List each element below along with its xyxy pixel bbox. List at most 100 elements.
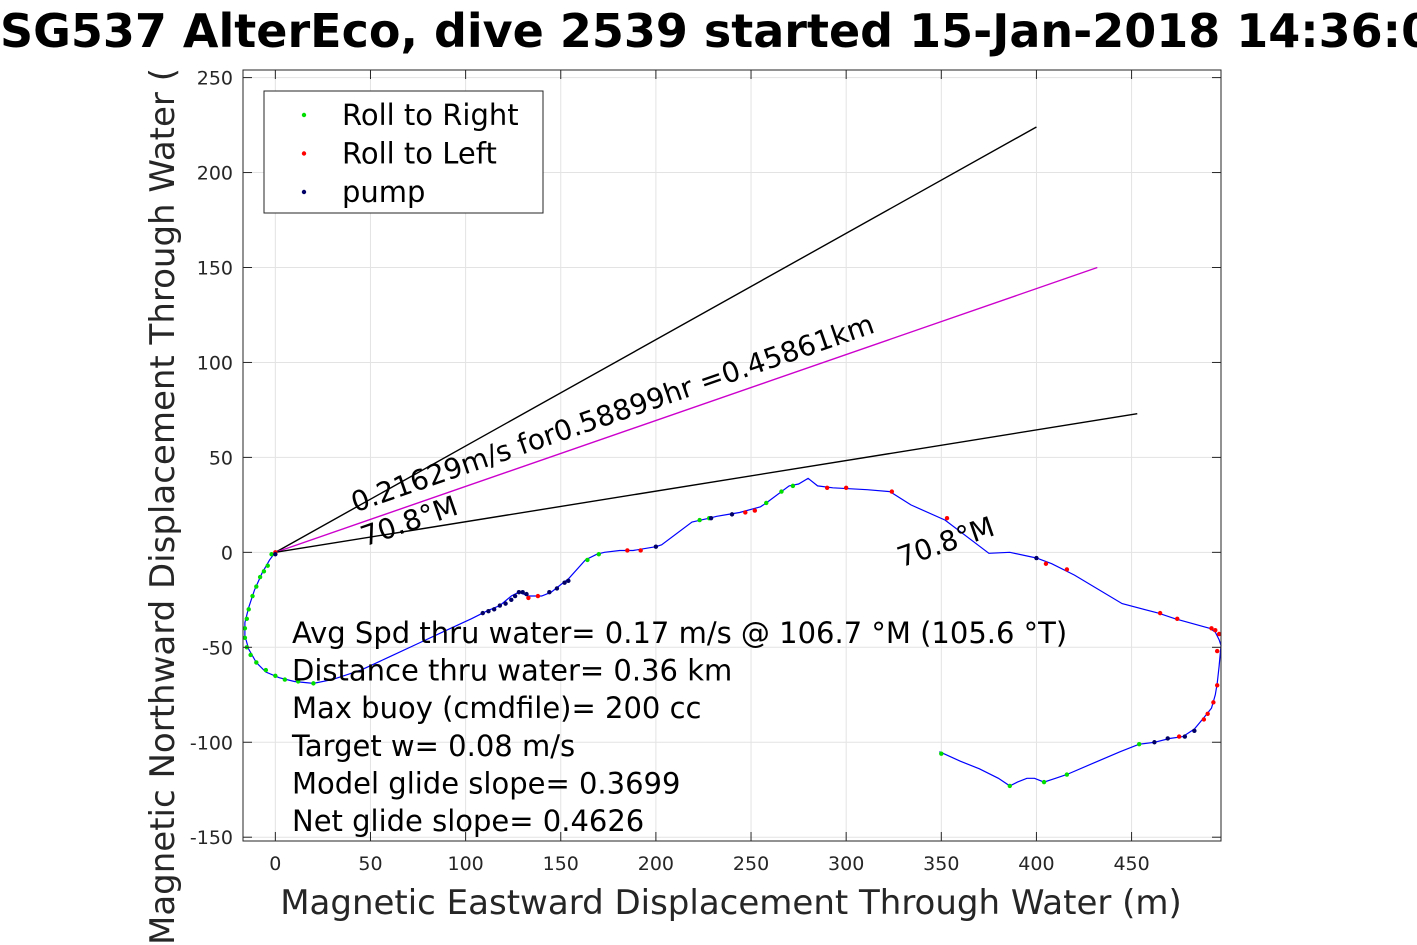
pump-point (491, 607, 497, 612)
roll-right-point (1041, 779, 1047, 785)
roll-left-point (1043, 561, 1049, 566)
roll-right-point (257, 574, 263, 580)
y-tick-label: 150 (197, 257, 233, 279)
roll-right-point (273, 673, 278, 678)
x-tick-label: 100 (447, 853, 483, 875)
roll-left-point (1214, 683, 1220, 688)
roll-left-point (1175, 616, 1180, 622)
roll-right-point (263, 667, 269, 673)
stat-line: Model glide slope= 0.3699 (292, 766, 680, 800)
roll-right-point (250, 593, 255, 599)
roll-right-point (311, 681, 316, 686)
x-tick-label: 150 (543, 853, 579, 875)
legend-label: Roll to Right (342, 98, 519, 132)
track-markers (242, 483, 1222, 789)
roll-right-point (1007, 783, 1012, 789)
roll-left-point (1157, 610, 1163, 616)
roll-right-point (1136, 741, 1142, 747)
y-tick-label: 0 (221, 542, 233, 564)
legend-marker (301, 189, 307, 195)
stat-line: Avg Spd thru water= 0.17 m/s @ 106.7 °M … (292, 616, 1067, 650)
roll-right-point (596, 552, 602, 557)
legend-label: pump (342, 175, 425, 209)
roll-left-point (1064, 567, 1070, 572)
x-tick-label: 400 (1018, 853, 1054, 875)
roll-right-point (764, 500, 769, 506)
roll-right-point (295, 679, 301, 684)
reference-lines (275, 126, 1138, 554)
roll-right-point (269, 552, 274, 557)
x-tick-label: 300 (828, 853, 864, 875)
heading-reference-line (275, 126, 1037, 553)
y-tick-label: -50 (202, 637, 233, 659)
y-tick-label: 100 (197, 352, 233, 374)
pump-point (562, 580, 567, 585)
roll-left-point (1214, 648, 1220, 654)
pump-point (512, 593, 518, 599)
annotation-text: 0.21629m/s for0.58899hr =0.45861km (347, 308, 879, 520)
pump-point (653, 544, 659, 549)
pump-point (480, 610, 485, 616)
roll-right-point (779, 489, 784, 494)
pump-point (566, 578, 571, 584)
pump-point (547, 590, 552, 595)
roll-right-point (254, 660, 259, 665)
x-tick-label: 450 (1113, 853, 1149, 875)
roll-right-point (242, 635, 248, 641)
roll-left-point (625, 548, 630, 553)
pump-point (554, 586, 560, 591)
pump-point (1165, 736, 1170, 741)
roll-right-point (585, 557, 590, 563)
pump-point (520, 590, 525, 595)
pump-point (486, 609, 491, 614)
stat-line: Target w= 0.08 m/s (291, 729, 575, 763)
heading-reference-line (275, 413, 1138, 554)
roll-left-point (1209, 626, 1214, 631)
stat-line: Distance thru water= 0.36 km (292, 654, 732, 688)
roll-right-point (790, 483, 796, 489)
roll-left-point (535, 593, 541, 599)
axis-ticks: 0 50 100 150 200 250 300 350 400 450 -150 -100 -50 0 5… (190, 68, 1221, 875)
roll-right-point (265, 563, 270, 568)
pump-point (524, 591, 529, 597)
roll-left-point (752, 508, 758, 513)
roll-left-point (1216, 631, 1222, 637)
roll-right-point (282, 677, 288, 682)
legend-label: Roll to Left (342, 137, 497, 171)
roll-right-point (242, 626, 248, 631)
plot-frame (242, 69, 1222, 842)
stat-line: Max buoy (cmdfile)= 200 cc (292, 691, 701, 725)
y-tick-label: 250 (197, 68, 233, 90)
pump-point (1152, 740, 1157, 745)
roll-left-point (843, 485, 849, 490)
legend-marker (301, 112, 307, 118)
roll-right-point (697, 517, 702, 523)
x-axis-label: Magnetic Eastward Displacement Through W… (280, 883, 1182, 923)
pump-point (497, 603, 503, 608)
pump-point (708, 515, 714, 521)
roll-right-point (254, 584, 259, 589)
y-tick-label: -150 (190, 827, 233, 849)
x-tick-label: 350 (923, 853, 959, 875)
pump-point (729, 512, 735, 517)
pump-point (503, 601, 508, 606)
pump-point (516, 590, 522, 595)
roll-left-point (824, 485, 830, 490)
roll-right-point (261, 569, 267, 574)
stat-line: Net glide slope= 0.4626 (292, 804, 644, 838)
y-axis-label: Magnetic Northward Displacement Through … (143, 68, 183, 945)
chart-title: SG537 AlterEco, dive 2539 started 15-Jan… (0, 4, 1417, 58)
pump-point (509, 597, 514, 603)
y-tick-label: 50 (209, 447, 233, 469)
pump-point (1192, 728, 1197, 734)
roll-right-point (244, 616, 250, 622)
legend: Roll to Right Roll to Left pump (263, 90, 544, 214)
roll-right-point (1064, 772, 1070, 777)
y-tick-label: 200 (197, 163, 233, 185)
roll-left-point (1201, 717, 1207, 722)
x-tick-label: 250 (733, 853, 769, 875)
roll-right-point (248, 652, 253, 658)
annotations: 0.21629m/s for0.58899hr =0.45861km70.8°M… (347, 308, 999, 575)
stats-block: Avg Spd thru water= 0.17 m/s @ 106.7 °M … (291, 616, 1067, 838)
